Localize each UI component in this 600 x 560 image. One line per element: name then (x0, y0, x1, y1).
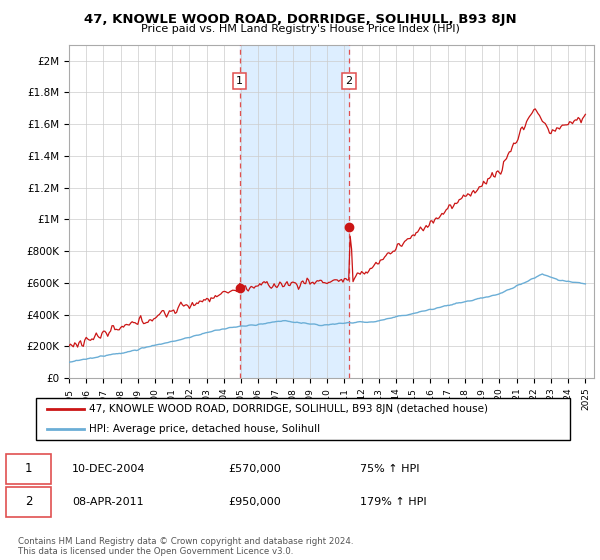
Text: 179% ↑ HPI: 179% ↑ HPI (360, 497, 427, 507)
Text: 47, KNOWLE WOOD ROAD, DORRIDGE, SOLIHULL, B93 8JN: 47, KNOWLE WOOD ROAD, DORRIDGE, SOLIHULL… (83, 13, 517, 26)
Text: 2: 2 (25, 495, 32, 508)
FancyBboxPatch shape (36, 398, 570, 440)
Bar (240, 45, 349, 378)
Text: Price paid vs. HM Land Registry's House Price Index (HPI): Price paid vs. HM Land Registry's House … (140, 24, 460, 34)
Text: 2: 2 (346, 76, 353, 86)
Text: £950,000: £950,000 (228, 497, 281, 507)
FancyBboxPatch shape (6, 454, 51, 484)
Text: 1: 1 (236, 76, 243, 86)
Text: 1: 1 (25, 463, 32, 475)
Text: £570,000: £570,000 (228, 464, 281, 474)
Text: 08-APR-2011: 08-APR-2011 (72, 497, 143, 507)
Text: 75% ↑ HPI: 75% ↑ HPI (360, 464, 419, 474)
Text: 10-DEC-2004: 10-DEC-2004 (72, 464, 146, 474)
Text: This data is licensed under the Open Government Licence v3.0.: This data is licensed under the Open Gov… (18, 547, 293, 556)
Text: 47, KNOWLE WOOD ROAD, DORRIDGE, SOLIHULL, B93 8JN (detached house): 47, KNOWLE WOOD ROAD, DORRIDGE, SOLIHULL… (89, 404, 488, 414)
Text: Contains HM Land Registry data © Crown copyright and database right 2024.: Contains HM Land Registry data © Crown c… (18, 537, 353, 546)
Text: HPI: Average price, detached house, Solihull: HPI: Average price, detached house, Soli… (89, 424, 320, 434)
FancyBboxPatch shape (6, 487, 51, 516)
